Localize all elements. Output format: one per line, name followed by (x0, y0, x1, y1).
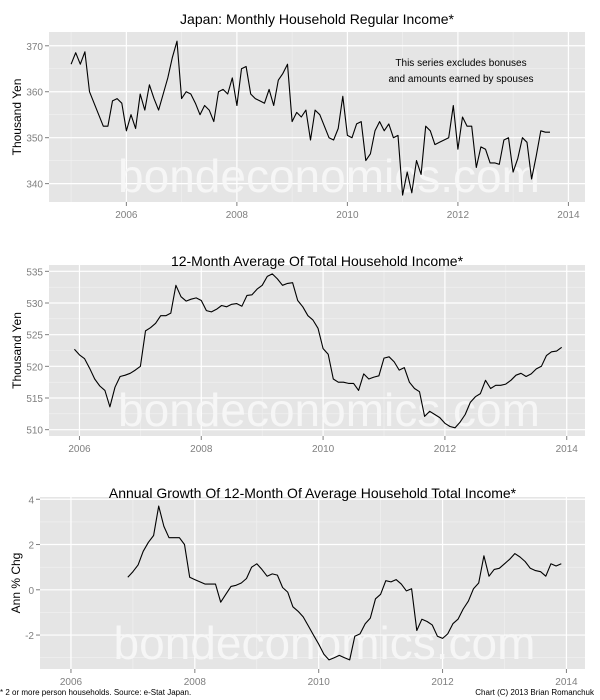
y-axis-label: Thousand Yen (10, 312, 24, 389)
chart-title: 12-Month Average Of Total Household Inco… (171, 253, 464, 269)
watermark: bondeconomics.com (118, 150, 540, 202)
chart-panel-2: 510 515 520 525 530 535 2006 2008 2010 2012 2014 bo… (10, 253, 585, 455)
y-tick-label: 370 (26, 42, 43, 53)
x-tick-label: 2012 (434, 444, 457, 455)
x-tick-label: 2012 (447, 210, 470, 221)
y-tick-label: 0 (28, 586, 34, 597)
x-tick-label: 2008 (226, 210, 249, 221)
chart-panel-3: -2 0 2 4 2006 2008 2010 2012 2014 bondeconomics.c… (9, 485, 585, 688)
y-tick-label: 520 (26, 362, 43, 373)
y-tick-label: -2 (25, 631, 34, 642)
plot-background (40, 497, 585, 669)
source-note: * 2 or more person households. Source: e… (0, 688, 192, 697)
chart-title: Annual Growth Of 12-Month Of Average Hou… (109, 485, 517, 501)
chart-credit: Chart (C) 2013 Brian Romanchuk (475, 688, 594, 697)
chart-panel-1: 340 350 360 370 2006 2008 2010 2012 2014 bondecon… (10, 11, 585, 221)
x-tick-label: 2014 (557, 210, 580, 221)
y-tick-label: 525 (26, 331, 43, 342)
x-tick-label: 2014 (555, 677, 578, 688)
y-tick-label: 360 (26, 88, 43, 99)
y-tick-label: 535 (26, 267, 43, 278)
chart-title: Japan: Monthly Household Regular Income* (180, 11, 454, 27)
data-line (70, 40, 550, 196)
data-line (73, 273, 563, 429)
annotation-text: This series excludes bonuses (395, 58, 526, 69)
y-tick-label: 530 (26, 299, 43, 310)
y-tick-label: 2 (28, 541, 34, 552)
y-tick-label: 510 (26, 426, 43, 437)
y-axis-label: Thousand Yen (10, 79, 24, 156)
data-line (127, 505, 562, 661)
x-tick-label: 2006 (60, 677, 83, 688)
y-axis-label: Ann % Chg (9, 553, 23, 614)
x-tick-label: 2010 (308, 677, 331, 688)
x-tick-label: 2008 (190, 444, 213, 455)
x-tick-label: 2014 (556, 444, 579, 455)
x-tick-label: 2008 (184, 677, 207, 688)
y-tick-label: 340 (26, 180, 43, 191)
y-tick-label: 350 (26, 134, 43, 145)
x-tick-label: 2006 (68, 444, 91, 455)
watermark: bondeconomics.com (118, 384, 540, 436)
watermark: bondeconomics.com (114, 617, 536, 669)
annotation-text: and amounts earned by spouses (388, 74, 533, 85)
x-tick-label: 2012 (431, 677, 454, 688)
y-tick-label: 515 (26, 394, 43, 405)
plot-background (49, 32, 585, 202)
x-tick-label: 2006 (115, 210, 138, 221)
x-tick-label: 2010 (336, 210, 359, 221)
x-tick-label: 2010 (312, 444, 335, 455)
y-tick-label: 4 (28, 495, 34, 506)
